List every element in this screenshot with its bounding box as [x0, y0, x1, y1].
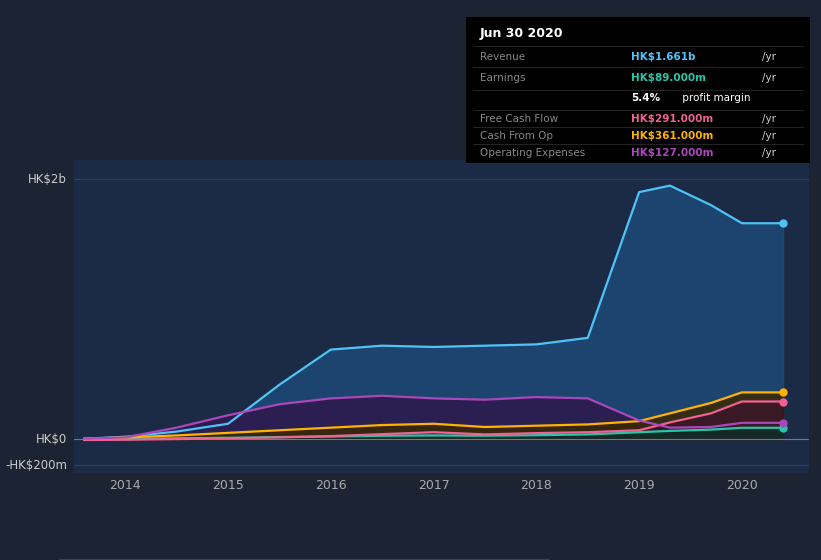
Text: HK$291.000m: HK$291.000m	[631, 114, 713, 124]
Text: HK$1.661b: HK$1.661b	[631, 52, 695, 62]
Text: /yr: /yr	[762, 131, 776, 141]
Text: HK$0: HK$0	[35, 433, 67, 446]
Text: HK$89.000m: HK$89.000m	[631, 73, 706, 82]
Text: HK$2b: HK$2b	[28, 172, 67, 185]
Text: Revenue: Revenue	[479, 52, 525, 62]
Text: Free Cash Flow: Free Cash Flow	[479, 114, 558, 124]
Text: HK$361.000m: HK$361.000m	[631, 131, 713, 141]
Text: profit margin: profit margin	[679, 93, 750, 103]
Legend: Revenue, Earnings, Free Cash Flow, Cash From Op, Operating Expenses: Revenue, Earnings, Free Cash Flow, Cash …	[57, 559, 550, 560]
Text: -HK$200m: -HK$200m	[5, 459, 67, 472]
Text: Earnings: Earnings	[479, 73, 525, 82]
Text: Jun 30 2020: Jun 30 2020	[479, 27, 563, 40]
Text: Cash From Op: Cash From Op	[479, 131, 553, 141]
Text: Operating Expenses: Operating Expenses	[479, 148, 585, 158]
Text: HK$127.000m: HK$127.000m	[631, 148, 713, 158]
Text: /yr: /yr	[762, 52, 776, 62]
Text: 5.4%: 5.4%	[631, 93, 660, 103]
Text: /yr: /yr	[762, 73, 776, 82]
Text: /yr: /yr	[762, 148, 776, 158]
Text: /yr: /yr	[762, 114, 776, 124]
